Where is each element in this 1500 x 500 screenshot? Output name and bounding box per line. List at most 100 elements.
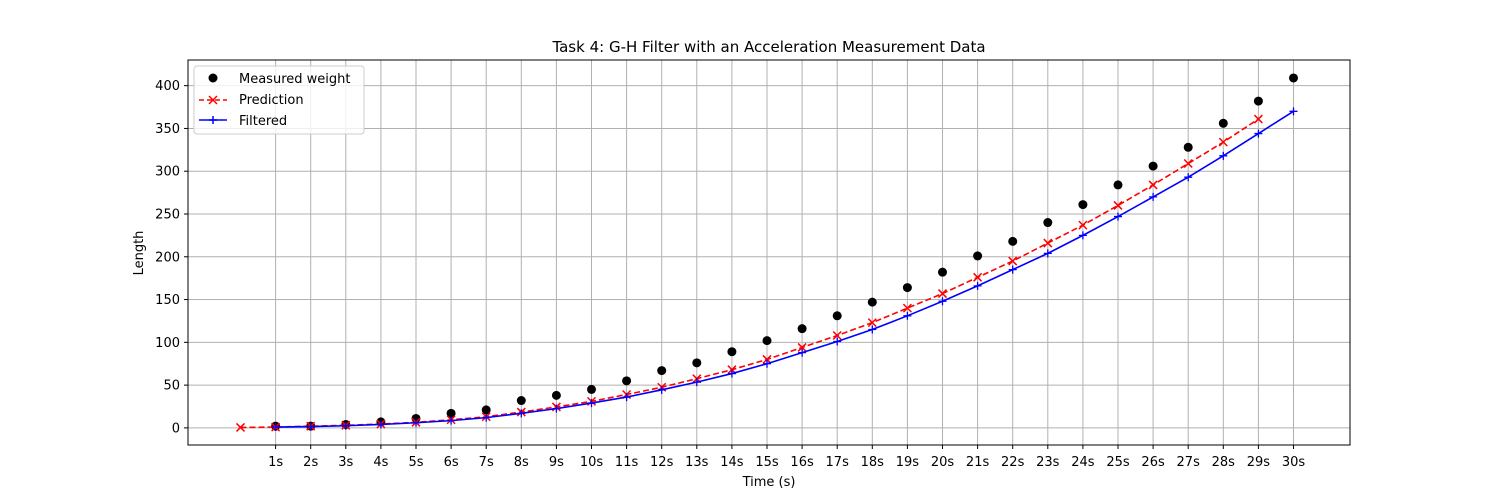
- legend-marker-measured: [208, 73, 218, 83]
- measured-point: [551, 390, 561, 400]
- y-tick-label: 100: [155, 336, 180, 351]
- x-tick-label: 29s: [1247, 455, 1271, 470]
- x-tick-label: 17s: [826, 455, 850, 470]
- y-tick-label: 0: [172, 421, 180, 436]
- filtered-point: [1219, 151, 1228, 160]
- filtered-point: [1043, 249, 1052, 258]
- legend-marker-filtered: [209, 116, 217, 124]
- x-tick-label: 23s: [1036, 455, 1060, 470]
- x-tick-label: 21s: [966, 455, 990, 470]
- filtered-point: [271, 423, 280, 432]
- filtered-point: [1254, 129, 1263, 138]
- filtered-point: [482, 413, 491, 422]
- chart-title: Task 4: G-H Filter with an Acceleration …: [551, 38, 985, 56]
- prediction-point: [867, 318, 877, 328]
- filtered-point: [1289, 107, 1298, 116]
- prediction-point: [832, 330, 842, 341]
- measured-point: [1043, 218, 1053, 228]
- measured-point: [657, 366, 667, 376]
- filtered-line: [275, 110, 1294, 428]
- y-tick-label: 350: [155, 122, 180, 137]
- y-tick-label: 250: [155, 208, 180, 223]
- filtered-point: [517, 409, 526, 418]
- filtered-point: [552, 404, 561, 413]
- x-tick-label: 6s: [444, 455, 459, 470]
- x-tick-label: 8s: [514, 455, 529, 470]
- prediction-line: [240, 118, 1259, 429]
- x-tick-label: 13s: [685, 455, 709, 470]
- x-tick-label: 22s: [1001, 455, 1025, 470]
- prediction-point: [1183, 158, 1193, 169]
- x-tick-label: 3s: [338, 455, 353, 470]
- filtered-point: [1184, 173, 1193, 182]
- filtered-point: [938, 297, 947, 306]
- x-tick-label: 18s: [861, 455, 885, 470]
- filtered-point: [1114, 212, 1122, 221]
- x-tick-label: 11s: [615, 455, 639, 470]
- x-tick-label: 25s: [1106, 455, 1130, 470]
- x-tick-label: 16s: [790, 455, 814, 470]
- filtered-point: [1149, 192, 1158, 201]
- prediction-point: [1253, 114, 1263, 124]
- measured-point: [1148, 161, 1158, 171]
- prediction-point: [902, 303, 912, 313]
- measured-point: [867, 297, 877, 307]
- x-tick-label: 7s: [479, 455, 494, 470]
- prediction-point: [937, 289, 948, 299]
- prediction-point: [1008, 256, 1018, 266]
- filtered-point: [833, 337, 842, 346]
- filtered-point: [1078, 231, 1087, 240]
- legend-label-measured: Measured weight: [239, 72, 350, 87]
- filtered-point: [341, 421, 350, 430]
- measured-point: [973, 251, 983, 261]
- filtered-point: [587, 399, 596, 408]
- measured-point: [1078, 200, 1088, 210]
- legend-label-prediction: Prediction: [239, 93, 304, 108]
- x-tick-label: 4s: [373, 455, 388, 470]
- filtered-point: [868, 325, 877, 334]
- measured-point: [692, 358, 702, 368]
- measured-point: [1113, 180, 1123, 190]
- prediction-point: [1148, 180, 1158, 190]
- measured-point: [481, 405, 491, 415]
- measured-point: [446, 408, 456, 418]
- filtered-point: [447, 416, 456, 425]
- measured-point: [622, 376, 632, 386]
- x-tick-label: 28s: [1212, 455, 1236, 470]
- x-tick-label: 12s: [650, 455, 674, 470]
- legend-box: [193, 65, 365, 135]
- measured-point: [1008, 236, 1018, 246]
- filtered-point: [973, 281, 982, 290]
- y-tick-label: 200: [155, 250, 180, 265]
- y-tick-label: 400: [155, 79, 180, 94]
- prediction-point: [973, 272, 983, 282]
- measured-point: [938, 267, 947, 277]
- filtered-point: [798, 348, 807, 357]
- measured-point: [1289, 73, 1298, 83]
- prediction-point: [797, 342, 807, 352]
- x-tick-label: 27s: [1177, 455, 1201, 470]
- measured-point: [1218, 118, 1228, 128]
- x-tick-label: 1s: [268, 455, 283, 470]
- filtered-point: [657, 385, 666, 394]
- legend: Measured weight Prediction Filtered: [193, 65, 365, 135]
- x-tick-label: 5s: [408, 455, 423, 470]
- grid: [188, 60, 1350, 445]
- y-tick-label: 50: [163, 379, 180, 394]
- filtered-point: [1008, 265, 1017, 274]
- ticks: 1s 2s 3s 4s 5s 6s 7s 8s 9s 10s 11s 12s 13s 14s 15s 16s 1…: [155, 79, 1305, 470]
- measured-point: [727, 347, 737, 357]
- x-axis-label: Time (s): [742, 475, 796, 490]
- filtered-point: [622, 393, 631, 402]
- x-tick-label: 14s: [720, 455, 744, 470]
- prediction-point: [1113, 200, 1123, 210]
- y-tick-label: 150: [155, 293, 180, 308]
- prediction-point: [1078, 220, 1088, 230]
- x-tick-label: 2s: [303, 455, 318, 470]
- filtered-point: [692, 378, 701, 387]
- filtered-point: [412, 418, 420, 427]
- measured-point: [516, 396, 526, 406]
- y-tick-label: 300: [155, 165, 180, 180]
- plot-frame: [187, 59, 1351, 446]
